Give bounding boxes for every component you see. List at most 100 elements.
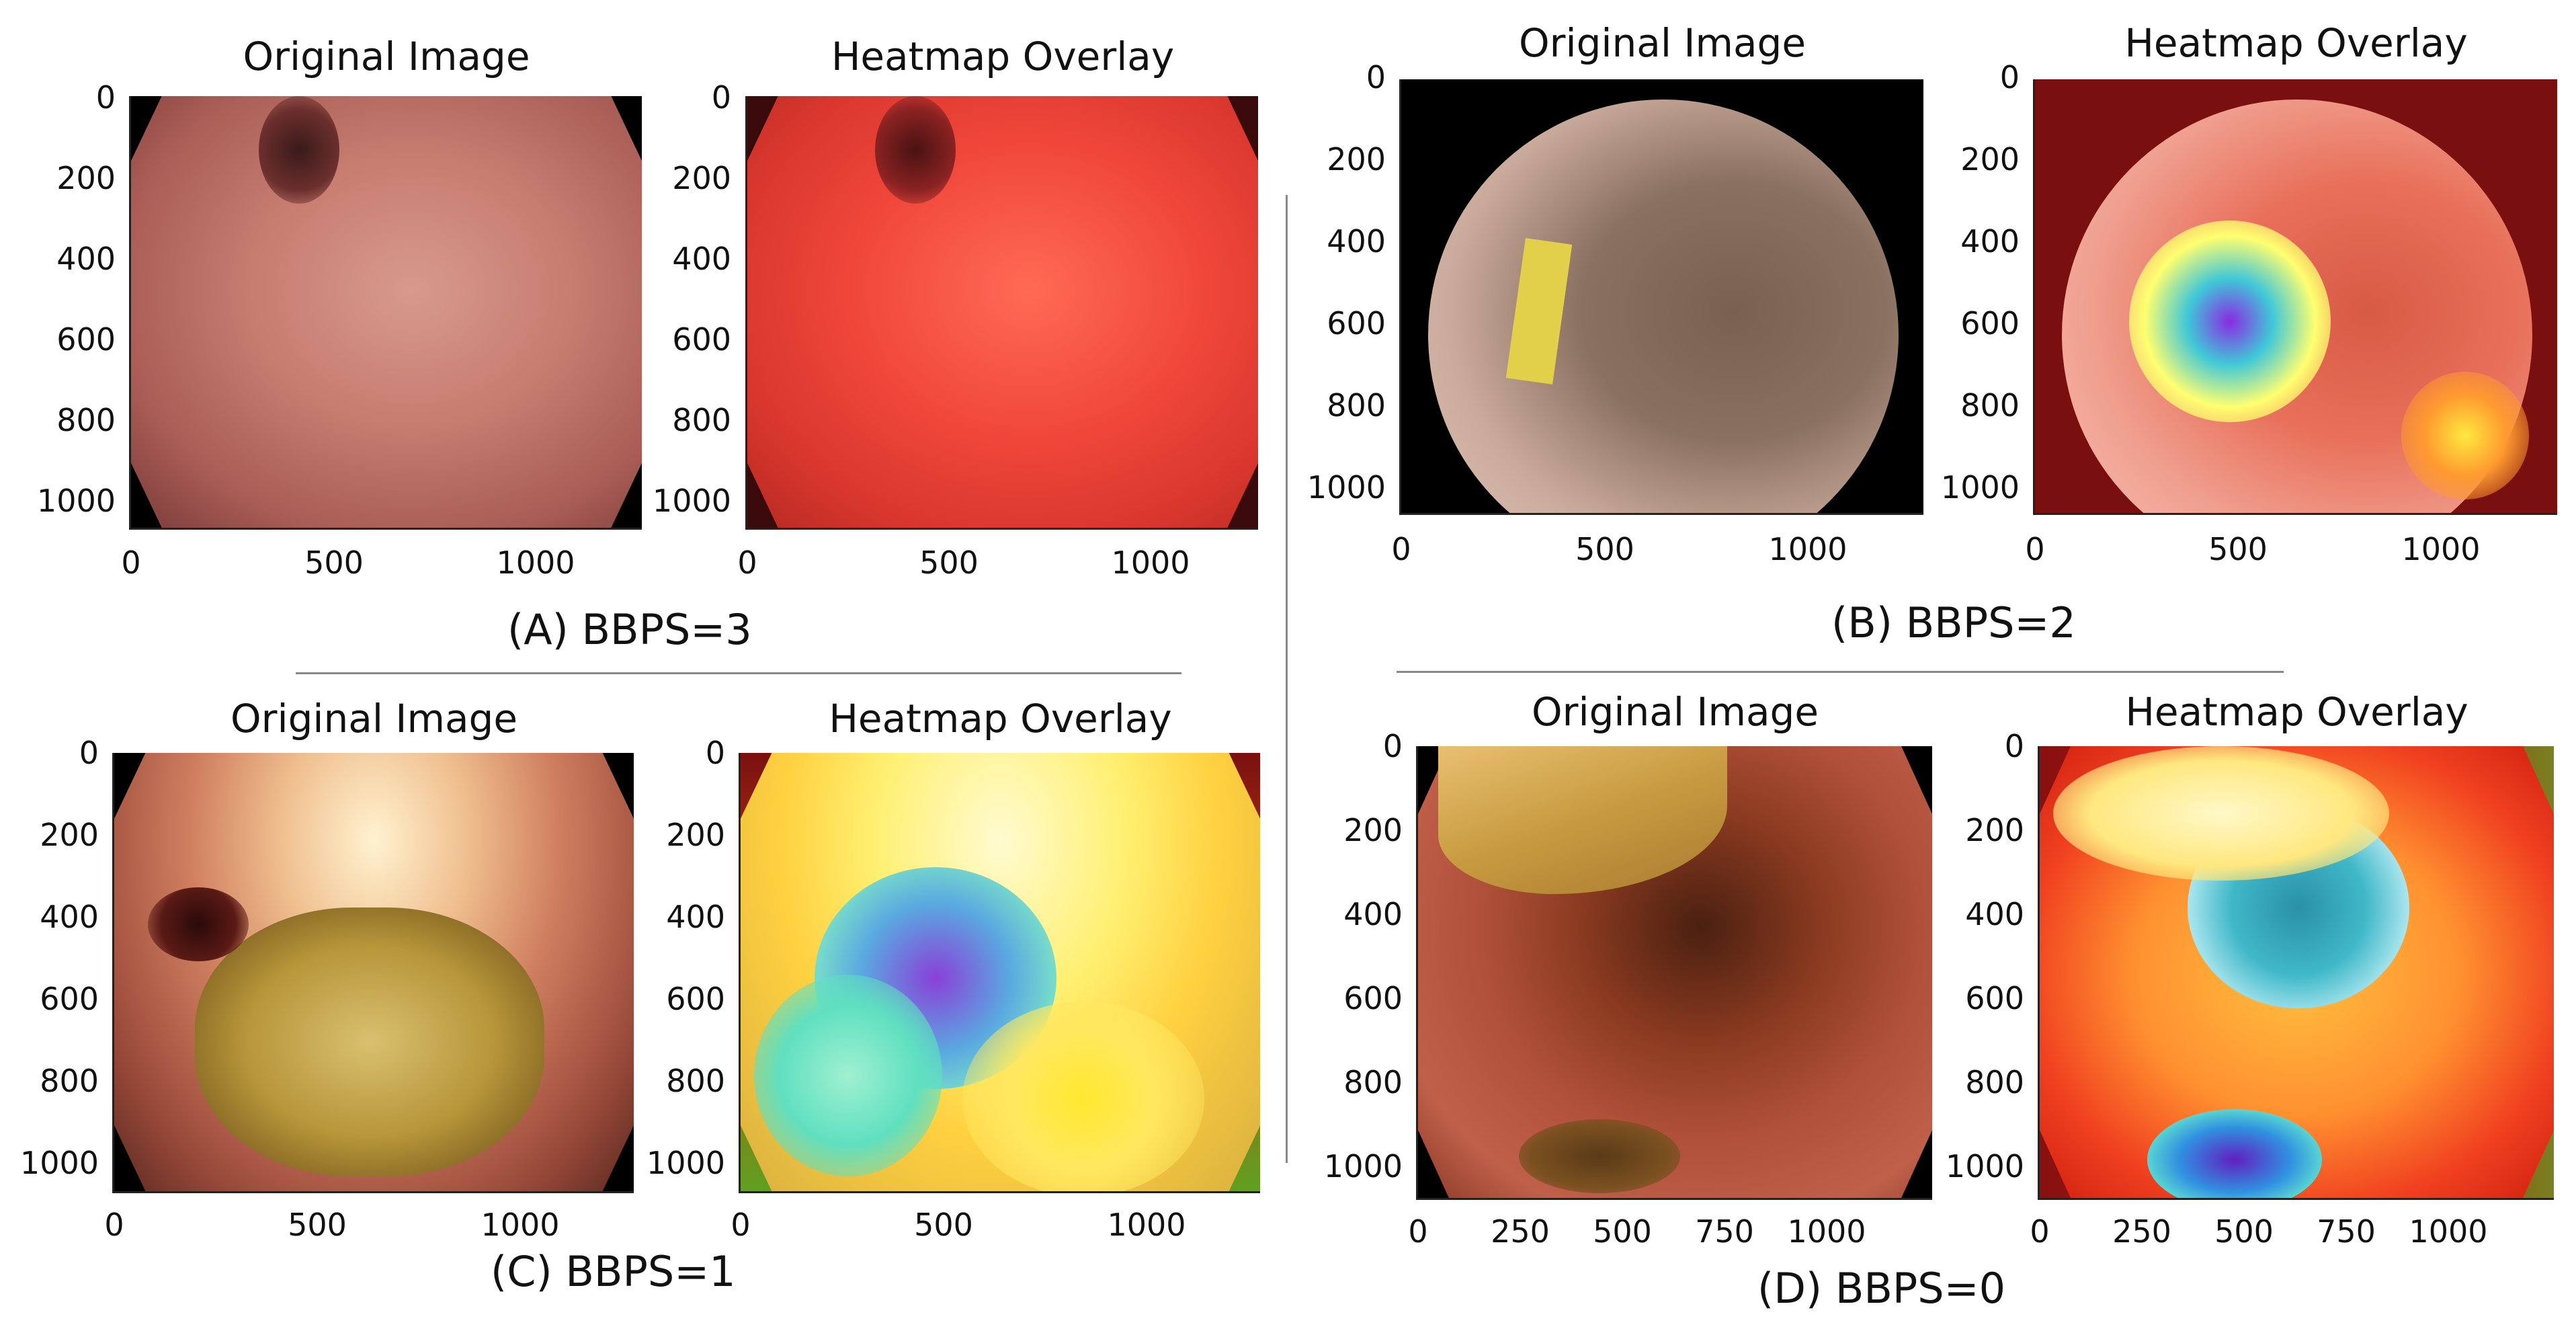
x-tick: 0: [737, 545, 757, 581]
y-tick: 800: [1960, 387, 2020, 424]
panel-a-heatmap-image: [747, 96, 1258, 528]
y-tick: 400: [1343, 896, 1403, 932]
x-tick: 250: [2112, 1213, 2171, 1250]
panel-b-original-image: [1401, 79, 1923, 513]
panel-b-heatmap-title: Heatmap Overlay: [2124, 20, 2468, 66]
x-tick: 500: [304, 545, 364, 581]
x-tick: 1000: [1787, 1213, 1866, 1250]
panel-c-caption: (C) BBPS=1: [491, 1247, 736, 1296]
x-tick: 1000: [1111, 545, 1190, 581]
y-tick: 600: [40, 981, 99, 1017]
x-tick: 1000: [2409, 1213, 2488, 1250]
panel-c-heat-y-axis: [739, 753, 741, 1193]
y-tick: 1000: [652, 483, 731, 519]
panel-b-orig-y-axis: [1399, 79, 1401, 515]
y-tick: 800: [40, 1063, 99, 1099]
panel-a-heat-y-axis: [745, 96, 747, 530]
panel-a-caption: (A) BBPS=3: [507, 605, 752, 654]
x-tick: 0: [104, 1207, 124, 1243]
y-tick: 200: [666, 817, 725, 853]
x-tick: 500: [914, 1207, 973, 1243]
panel-b-heat-y-axis: [2033, 79, 2035, 515]
y-tick: 0: [2004, 728, 2024, 764]
x-tick: 1000: [481, 1207, 560, 1243]
y-tick: 0: [95, 79, 116, 116]
panel-b-original-title: Original Image: [1518, 20, 1806, 66]
y-tick: 0: [1366, 59, 1386, 95]
panel-d-heatmap-image: [2040, 746, 2554, 1198]
y-tick: 1000: [1306, 469, 1386, 506]
y-tick: 800: [1327, 387, 1386, 424]
x-tick: 500: [288, 1207, 347, 1243]
x-tick: 500: [1593, 1213, 1652, 1250]
panel-a-heatmap-title: Heatmap Overlay: [831, 34, 1175, 79]
y-tick: 400: [40, 899, 99, 935]
y-tick: 200: [1960, 141, 2020, 177]
horizontal-divider-right: [1397, 671, 2284, 673]
panel-b-caption: (B) BBPS=2: [1831, 598, 2076, 647]
panel-a-orig-x-axis: [129, 528, 642, 530]
panel-a-heat-x-axis: [745, 528, 1258, 530]
panel-b-heatmap-image: [2035, 79, 2557, 513]
y-tick: 600: [1343, 980, 1403, 1016]
x-tick: 500: [1575, 531, 1634, 567]
y-tick: 0: [1999, 59, 2020, 95]
y-tick: 400: [666, 899, 725, 935]
x-tick: 1000: [2401, 531, 2481, 567]
panel-d-heatmap-title: Heatmap Overlay: [2125, 689, 2468, 735]
panel-c-orig-x-axis: [112, 1191, 634, 1193]
y-tick: 1000: [1945, 1148, 2024, 1184]
y-tick: 200: [672, 160, 731, 196]
y-tick: 200: [56, 160, 116, 196]
y-tick: 200: [1343, 812, 1403, 848]
y-tick: 1000: [646, 1145, 725, 1181]
panel-d-heat-y-axis: [2038, 746, 2040, 1200]
x-tick: 1000: [496, 545, 575, 581]
y-tick: 400: [1965, 896, 2024, 932]
y-tick: 400: [672, 241, 731, 277]
y-tick: 400: [56, 241, 116, 277]
panel-c-orig-y-axis: [112, 753, 114, 1193]
panel-c-heatmap-image: [741, 753, 1260, 1191]
panel-c-original-title: Original Image: [230, 696, 518, 741]
y-tick: 600: [56, 321, 116, 358]
panel-a-original-image: [131, 96, 642, 528]
panel-c-heatmap-title: Heatmap Overlay: [829, 696, 1172, 741]
x-tick: 250: [1491, 1213, 1550, 1250]
y-tick: 600: [1965, 980, 2024, 1016]
y-tick: 600: [672, 321, 731, 358]
y-tick: 1000: [1323, 1148, 1403, 1184]
panel-b-orig-x-axis: [1399, 513, 1923, 515]
horizontal-divider-left: [296, 672, 1181, 674]
y-tick: 1000: [36, 483, 116, 519]
panel-b-heat-x-axis: [2033, 513, 2557, 515]
y-tick: 800: [666, 1063, 725, 1099]
panel-d-orig-x-axis: [1416, 1198, 1932, 1200]
y-tick: 1000: [1940, 469, 2020, 506]
x-tick: 0: [731, 1207, 751, 1243]
x-tick: 500: [2214, 1213, 2274, 1250]
y-tick: 600: [1960, 305, 2020, 341]
y-tick: 800: [672, 402, 731, 438]
x-tick: 0: [1408, 1213, 1428, 1250]
panel-c-heat-x-axis: [739, 1191, 1260, 1193]
y-tick: 1000: [19, 1145, 99, 1181]
x-tick: 0: [2025, 531, 2045, 567]
y-tick: 400: [1960, 223, 2020, 259]
panel-d-original-title: Original Image: [1531, 689, 1819, 735]
x-tick: 500: [919, 545, 979, 581]
x-tick: 0: [121, 545, 141, 581]
y-tick: 800: [1343, 1064, 1403, 1100]
panel-a-orig-y-axis: [129, 96, 131, 530]
panel-d-heat-x-axis: [2038, 1198, 2554, 1200]
y-tick: 200: [1965, 812, 2024, 848]
x-tick: 0: [1391, 531, 1411, 567]
y-tick: 600: [666, 981, 725, 1017]
y-tick: 0: [705, 735, 725, 771]
panel-d-orig-y-axis: [1416, 746, 1418, 1200]
y-tick: 800: [1965, 1064, 2024, 1100]
y-tick: 200: [1327, 141, 1386, 177]
panel-d-original-image: [1418, 746, 1932, 1198]
y-tick: 400: [1327, 223, 1386, 259]
panel-c-original-image: [114, 753, 634, 1191]
